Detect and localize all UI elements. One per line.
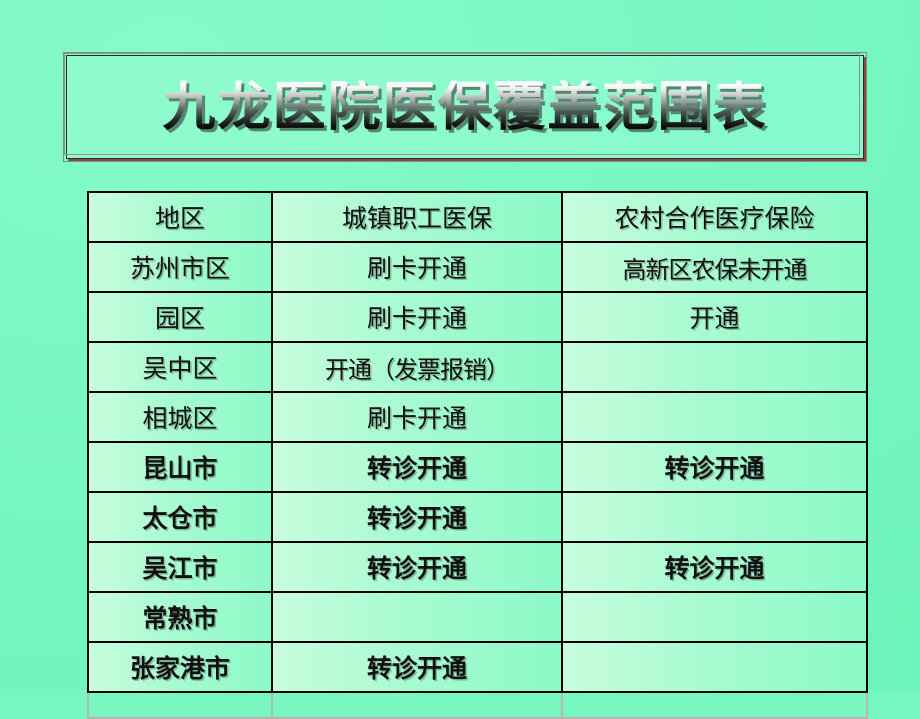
cell-rural: 转诊开通 (561, 541, 868, 593)
table-row: 昆山市 转诊开通 转诊开通 (87, 441, 868, 493)
cell-urban: 开通（发票报销） (271, 341, 563, 393)
cell-urban: 转诊开通 (271, 641, 563, 693)
cell-region: 张家港市 (87, 641, 273, 693)
cell-region: 太仓市 (87, 491, 273, 543)
table-row: 吴中区 开通（发票报销） (87, 341, 868, 393)
cell-rural (561, 391, 868, 443)
cell-region: 相城区 (87, 391, 273, 443)
cell-rural (561, 691, 868, 719)
cell-region: 园区 (87, 291, 273, 343)
cell-rural (561, 491, 868, 543)
cell-region: 吴中区 (87, 341, 273, 393)
cell-urban (271, 591, 563, 643)
cell-urban: 转诊开通 (271, 441, 563, 493)
cell-rural (561, 591, 868, 643)
table-row: 太仓市 转诊开通 (87, 491, 868, 543)
table-body: 地区 城镇职工医保 农村合作医疗保险 苏州市区 刷卡开通 高新区农保未开通 园区 刷卡开… (87, 191, 868, 719)
page-title: 九龙医院医保覆盖范围表 (67, 80, 863, 134)
cell-rural: 开通 (561, 291, 868, 343)
table-row (87, 691, 868, 719)
table-row: 苏州市区 刷卡开通 高新区农保未开通 (87, 241, 868, 293)
table-row: 吴江市 转诊开通 转诊开通 (87, 541, 868, 593)
cell-rural (561, 341, 868, 393)
coverage-table: 地区 城镇职工医保 农村合作医疗保险 苏州市区 刷卡开通 高新区农保未开通 园区 刷卡开… (87, 191, 868, 719)
cell-region: 昆山市 (87, 441, 273, 493)
table-header-row: 地区 城镇职工医保 农村合作医疗保险 (87, 191, 868, 243)
column-header-region: 地区 (87, 191, 273, 243)
title-plate: 九龙医院医保覆盖范围表 (63, 52, 867, 162)
table-row: 张家港市 转诊开通 (87, 641, 868, 693)
table-row: 园区 刷卡开通 开通 (87, 291, 868, 343)
cell-rural (561, 641, 868, 693)
cell-urban: 刷卡开通 (271, 391, 563, 443)
cell-urban (271, 691, 563, 719)
table-row: 常熟市 (87, 591, 868, 643)
table-row: 相城区 刷卡开通 (87, 391, 868, 443)
cell-urban: 刷卡开通 (271, 291, 563, 343)
cell-region (87, 691, 273, 719)
cell-urban: 转诊开通 (271, 491, 563, 543)
cell-region: 苏州市区 (87, 241, 273, 293)
column-header-urban: 城镇职工医保 (271, 191, 563, 243)
cell-rural: 转诊开通 (561, 441, 868, 493)
cell-region: 常熟市 (87, 591, 273, 643)
cell-urban: 转诊开通 (271, 541, 563, 593)
cell-rural: 高新区农保未开通 (561, 241, 868, 293)
cell-region: 吴江市 (87, 541, 273, 593)
cell-urban: 刷卡开通 (271, 241, 563, 293)
column-header-rural: 农村合作医疗保险 (561, 191, 868, 243)
